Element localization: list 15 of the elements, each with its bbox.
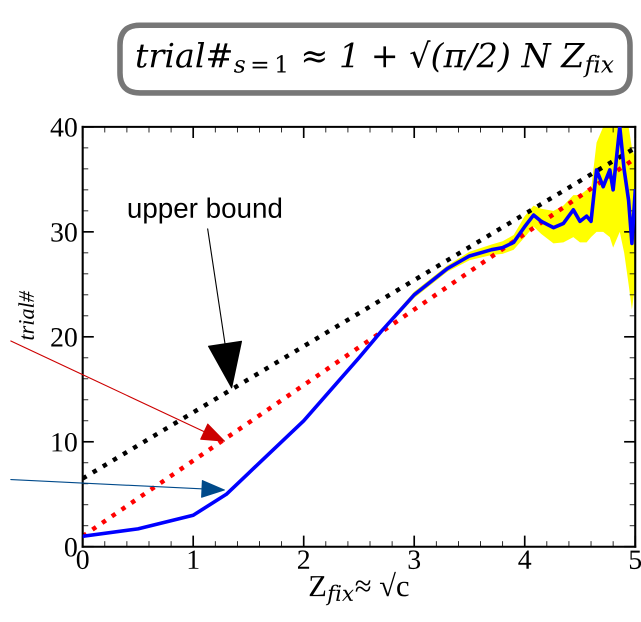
x-tick-label: 0 [76,550,89,570]
x-tick-label: 1 [188,550,198,569]
annotation: upper bound [128,198,282,224]
y-tick-label: 20 [51,328,77,347]
y-tick-label: 40 [50,118,77,137]
x-tick-label: 4 [518,550,532,569]
y-tick-label: 10 [52,432,77,452]
x-tick-label: 3 [408,550,420,570]
y-tick-label: 0 [65,538,77,557]
x-tick-label: 2 [298,550,310,569]
y-tick-label: 30 [51,223,77,242]
y-axis-title: trial# [18,290,34,340]
x-axis-title: Z$_{fix}$≈ √c [310,572,409,606]
chart-title: trial#$_{s=1}$ ≈ 1 + √(π/2) N Z$_{fix}$ [136,40,614,78]
x-tick-label: 5 [630,550,641,570]
